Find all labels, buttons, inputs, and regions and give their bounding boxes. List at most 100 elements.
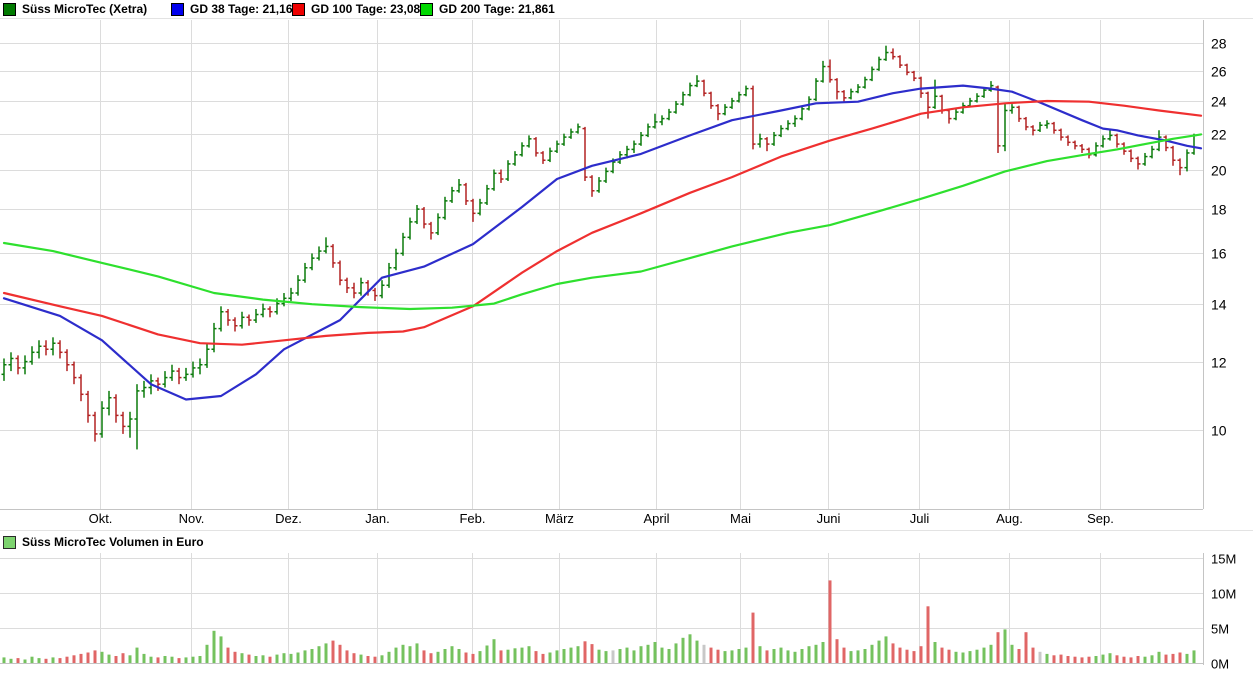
candle-up [743,85,749,97]
candle-up [197,358,203,375]
volume-bar [142,653,146,663]
volume-bar [856,650,860,663]
candle-down [841,90,847,103]
volume-bar [835,639,839,663]
candle-up [736,91,742,103]
volume-bar [436,651,440,663]
candle-up [288,287,294,301]
volume-bar [338,644,342,663]
volume-bar [849,651,853,663]
candle-down [470,198,476,222]
candle-up [379,280,385,299]
volume-bar [345,650,349,663]
volume-bar [317,646,321,663]
volume-bar [478,651,482,663]
candle-up [848,88,854,100]
month-label: Juli [910,511,930,526]
candle-up [127,411,133,438]
volume-tick-label: 0M [1211,657,1229,672]
volume-bar [737,649,741,663]
volume-bar [492,639,496,663]
candle-up [1093,142,1099,157]
candle-down [71,361,77,385]
gd100-label: GD 100 Tage: 23,081 [311,2,427,16]
volume-bar [877,640,881,663]
month-label: Feb. [459,511,485,526]
volume-bar [765,650,769,663]
volume-bar [184,657,188,663]
candle-up [596,177,602,193]
candle-up [141,380,147,398]
volume-bar [366,656,370,663]
volume-bar [527,646,531,663]
volume-bar [597,649,601,663]
volume-bar [240,653,244,663]
candle-down [925,91,931,119]
volume-bar [1101,654,1105,663]
volume-bar [513,648,517,663]
price-tick-label: 28 [1211,36,1227,52]
volume-bar [2,657,6,663]
candle-down [78,374,84,402]
volume-bar [583,641,587,663]
volume-bar [485,645,489,663]
volume-bar [380,655,384,663]
volume-bar [541,653,545,663]
candle-down [1135,156,1141,170]
candle-up [617,151,623,164]
volume-bar [1010,644,1014,663]
candle-up [1142,152,1148,166]
volume-bar [688,634,692,663]
candle-up [813,78,819,101]
candle-up [358,277,364,296]
volume-bar [1080,657,1084,663]
candle-up [855,84,861,94]
candle-up [204,343,210,368]
candle-down [582,126,588,181]
volume-bar [310,649,314,663]
volume-bar [520,647,524,663]
candle-down [918,76,924,98]
volume-bar [415,643,419,663]
candle-up [666,108,672,121]
volume-bar [1115,655,1119,663]
candle-down [834,78,840,100]
volume-bar [1045,653,1049,663]
candle-up [680,91,686,106]
volume-bar [289,653,293,663]
candle-up [134,384,140,450]
volume-legend-row: Süss MicroTec Volumen in Euro [0,535,1253,551]
volume-bar [429,653,433,663]
candle-up [512,151,518,166]
price-tick-label: 18 [1211,202,1227,218]
volume-bar [751,612,755,663]
volume-bar [296,652,300,663]
volume-bar [646,644,650,663]
candle-down [92,411,98,442]
volume-bar [1094,656,1098,663]
volume-bar [1185,653,1189,663]
volume-bar [198,656,202,663]
volume-bar [961,652,965,663]
volume-bar [702,644,706,663]
volume-bar [79,653,83,663]
candle-down [1079,144,1085,153]
month-label: Dez. [275,511,302,526]
volume-bar [156,657,160,663]
price-legend-row: Süss MicroTec (Xetra) GD 38 Tage: 21,162… [0,2,1253,18]
candle-down [1163,135,1169,152]
candle-down [708,91,714,109]
volume-bar [793,651,797,663]
candle-up [778,125,784,138]
volume-bar [1136,656,1140,663]
candle-down [1170,145,1176,166]
volume-bar [744,647,748,663]
volume-bar [534,651,538,663]
candle-up [50,337,56,356]
volume-bar [548,652,552,663]
candle-up [484,184,490,205]
candle-down [330,244,336,268]
volume-bar [1087,656,1091,663]
volume-bar [1031,647,1035,663]
candle-down [120,411,126,434]
